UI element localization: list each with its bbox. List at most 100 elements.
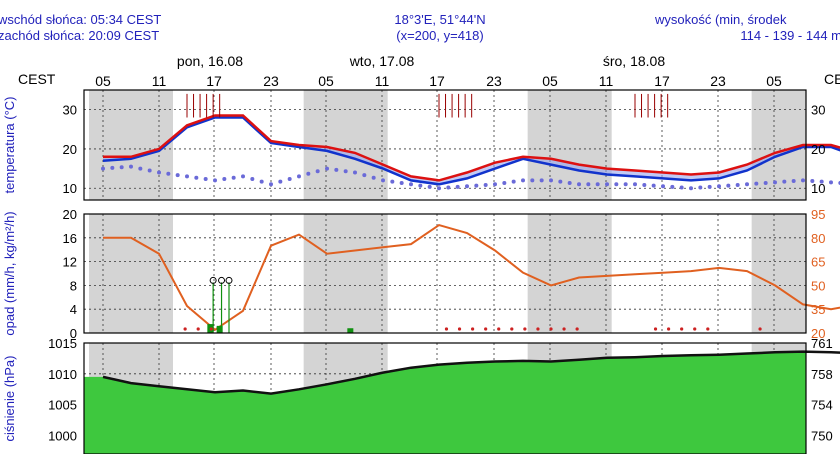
hour-label: 17	[654, 73, 670, 89]
humidity-tick-label: 95	[811, 207, 825, 222]
temp-dot	[241, 174, 245, 179]
hour-label: 23	[263, 73, 279, 89]
temp-dot	[203, 177, 208, 182]
pressure-mmhg-label: 754	[811, 398, 833, 413]
temp-dot	[465, 184, 469, 189]
temp-dot	[679, 185, 684, 190]
temp-dot	[353, 170, 357, 175]
temp-dot	[642, 182, 647, 187]
drizzle-dot	[523, 327, 527, 331]
temp-dot	[717, 184, 721, 189]
drizzle-dot	[562, 327, 566, 331]
hour-label: 11	[152, 73, 167, 89]
temp-tick-label: 10	[63, 181, 77, 196]
temp-dot	[530, 178, 535, 183]
temp-dot	[409, 182, 413, 187]
sunrise-text: wschód słońca: 05:34 CEST	[0, 12, 161, 27]
drizzle-dot	[680, 327, 684, 331]
hour-label: 05	[318, 73, 334, 89]
temp-dot	[129, 164, 133, 169]
elevation-label: wysokość (min, środek	[654, 12, 787, 27]
temp-dot	[810, 179, 815, 184]
day-label: wto, 17.08	[349, 53, 415, 69]
pressure-tick-label: 1005	[48, 398, 77, 413]
precip-panel-frame	[83, 213, 807, 334]
temp-dot	[819, 179, 824, 184]
temp-dot	[194, 175, 199, 180]
temp-dot	[595, 182, 600, 187]
temp-dot	[250, 177, 255, 182]
precip-tick-label: 0	[70, 326, 77, 341]
hour-label: 11	[375, 73, 390, 89]
temp-dot	[110, 165, 115, 170]
hour-label: 23	[486, 73, 502, 89]
temp-dot	[735, 182, 740, 187]
temp-dot	[782, 179, 787, 184]
pressure-panel-frame	[83, 342, 807, 454]
temp-dot	[278, 179, 283, 184]
temp-dot	[726, 183, 731, 188]
temp-dot	[521, 178, 525, 183]
pressure-mmhg-label: 758	[811, 367, 833, 382]
humidity-line	[103, 224, 840, 332]
temp-axis-label: temperatura (°C)	[2, 97, 17, 194]
precip-tick-label: 12	[63, 255, 77, 270]
temp-dot	[147, 168, 152, 173]
temp-dot	[437, 186, 441, 191]
pressure-tick-label: 1010	[48, 367, 77, 382]
night-band	[89, 90, 173, 200]
drizzle-dot	[484, 327, 488, 331]
precip-bar	[347, 328, 354, 333]
day-label: pon, 16.08	[177, 53, 243, 69]
temp-dot	[157, 170, 161, 175]
temp-dot	[763, 180, 768, 185]
temp-dot	[287, 177, 292, 182]
temp-dot	[567, 180, 572, 185]
temp-dot	[661, 184, 665, 189]
temp-dot	[558, 179, 563, 184]
coordinates-text: 18°3'E, 51°44'N	[394, 12, 485, 27]
temp-dot	[455, 184, 460, 189]
temp-dot	[586, 182, 591, 187]
humidity-tick-label: 20	[811, 326, 825, 341]
temp-panel-frame	[83, 89, 807, 201]
temp-dot	[138, 166, 143, 171]
temp-dot	[259, 179, 264, 184]
temp-dot	[381, 178, 385, 183]
temp-tick-label-right: 10	[811, 181, 825, 196]
hour-label: 05	[95, 73, 111, 89]
temp-dot	[231, 175, 236, 180]
pressure-axis-label: ciśnienie (hPa)	[2, 356, 17, 442]
precip-tick-label: 16	[63, 231, 77, 246]
hour-label: 05	[766, 73, 782, 89]
temp-dot	[390, 179, 395, 184]
sunset-text: zachód słońca: 20:09 CEST	[0, 28, 159, 43]
humidity-tick-label: 65	[811, 255, 825, 270]
drizzle-dot	[183, 327, 187, 331]
temp-dot	[614, 182, 619, 187]
drizzle-dot	[667, 327, 671, 331]
timezone-right: CE	[824, 71, 840, 87]
temp-dot	[539, 178, 544, 183]
temp-tick-label-right: 20	[811, 142, 825, 157]
pressure-mmhg-label: 750	[811, 429, 833, 444]
temp-tick-label-right: 30	[811, 103, 825, 118]
temp-dot	[773, 180, 777, 185]
temp-dot	[371, 175, 376, 180]
precip-tick-label: 4	[70, 302, 77, 317]
temp-dot	[446, 185, 451, 190]
drizzle-dot	[209, 327, 213, 331]
temp-dot	[549, 178, 553, 183]
temp-dot	[689, 186, 693, 191]
temp-dot	[119, 165, 124, 170]
temp-dot	[474, 183, 479, 188]
temp-dot	[801, 178, 805, 183]
temp-dot	[418, 183, 423, 188]
temp-line-lower	[102, 116, 840, 186]
drizzle-dot	[549, 327, 553, 331]
pressure-area	[84, 351, 840, 454]
hour-label: 17	[206, 73, 222, 89]
night-band	[303, 214, 388, 333]
temp-dot	[334, 167, 339, 172]
